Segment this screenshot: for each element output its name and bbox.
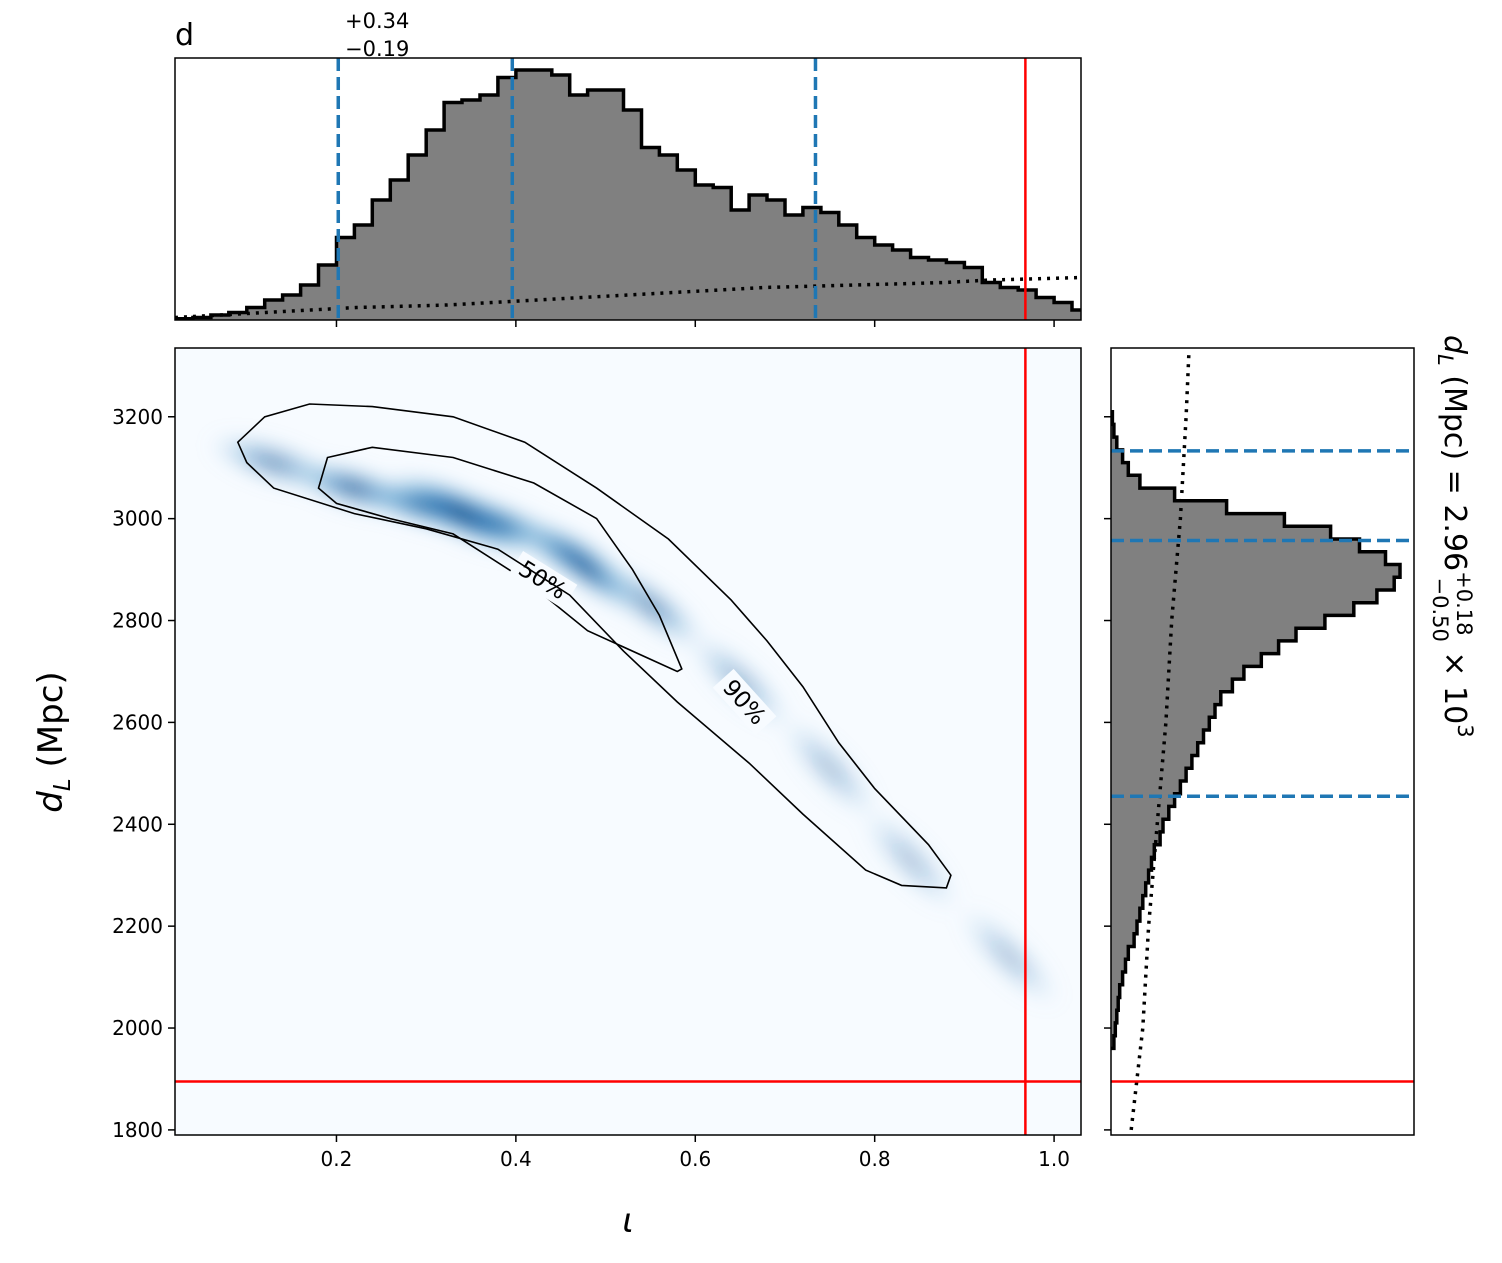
x-tick-label: 0.8 bbox=[859, 1147, 891, 1171]
top-marginal-panel: d +0.34 −0.19 bbox=[174, 9, 1082, 327]
y-tick-label: 2000 bbox=[112, 1016, 163, 1040]
x-axis-label: ι bbox=[622, 1201, 634, 1241]
density-core bbox=[531, 523, 645, 616]
right-panel-title: dL (Mpc) = 2.96+0.18−0.50 × 103 bbox=[1428, 335, 1477, 738]
iota-title-sup: +0.34 bbox=[345, 9, 409, 33]
y-tick-label: 3200 bbox=[112, 405, 163, 429]
main-panel-frame bbox=[174, 347, 1082, 1136]
y-tick-label: 3000 bbox=[112, 507, 163, 531]
x-tick-label: 0.6 bbox=[679, 1147, 711, 1171]
iota-title-prefix: d bbox=[175, 18, 194, 53]
top-panel-frame bbox=[174, 57, 1082, 321]
x-tick-label: 1.0 bbox=[1038, 1147, 1070, 1171]
contour-90pct bbox=[236, 403, 952, 889]
contour-label-bg bbox=[508, 550, 578, 609]
right-marginal-panel: dL (Mpc) = 2.96+0.18−0.50 × 103 bbox=[1104, 335, 1477, 1136]
dl-histogram-fill bbox=[1111, 411, 1400, 1049]
y-tick-label: 2200 bbox=[112, 914, 163, 938]
iota-histogram-outline bbox=[175, 68, 1081, 320]
joint-density-panel: 50%90% 0.2 0.4 0.6 0.8 1.0180020002200240026… bbox=[31, 347, 1082, 1241]
y-axis-label: dL (Mpc) bbox=[31, 671, 76, 812]
y-tick-label: 2800 bbox=[112, 609, 163, 633]
dl-title-sub: −0.50 bbox=[1428, 577, 1452, 641]
density-peak bbox=[384, 470, 540, 557]
y-tick-label: 2600 bbox=[112, 710, 163, 734]
iota-histogram-fill bbox=[175, 70, 1081, 320]
density-blob bbox=[859, 807, 962, 913]
dl-title-sup: +0.18 bbox=[1452, 571, 1476, 635]
contour-50pct bbox=[317, 446, 683, 673]
density-blob bbox=[956, 905, 1062, 1009]
dl-title-middle: (Mpc) = 2.96 bbox=[1437, 366, 1472, 571]
dl-title-power: 3 bbox=[1453, 724, 1477, 737]
dl-prior-dotted bbox=[1129, 350, 1191, 1131]
y-tick-label: 1800 bbox=[112, 1118, 163, 1142]
dl-title-var: d bbox=[1437, 335, 1472, 355]
density-heatmap bbox=[206, 432, 1062, 1009]
x-tick-label: 0.2 bbox=[321, 1147, 353, 1171]
x-tick-label: 0.4 bbox=[500, 1147, 532, 1171]
dl-histogram-outline bbox=[1111, 409, 1402, 1051]
density-blob bbox=[778, 715, 881, 822]
dl-title-var-sub: L bbox=[1433, 354, 1457, 366]
dl-title-suffix: × 10 bbox=[1437, 642, 1472, 724]
y-tick-label: 2400 bbox=[112, 812, 163, 836]
top-panel-title: d bbox=[175, 18, 194, 53]
right-panel-frame bbox=[1110, 347, 1415, 1136]
contour-label-bg bbox=[712, 668, 777, 736]
iota-title-sub: −0.19 bbox=[345, 37, 409, 61]
